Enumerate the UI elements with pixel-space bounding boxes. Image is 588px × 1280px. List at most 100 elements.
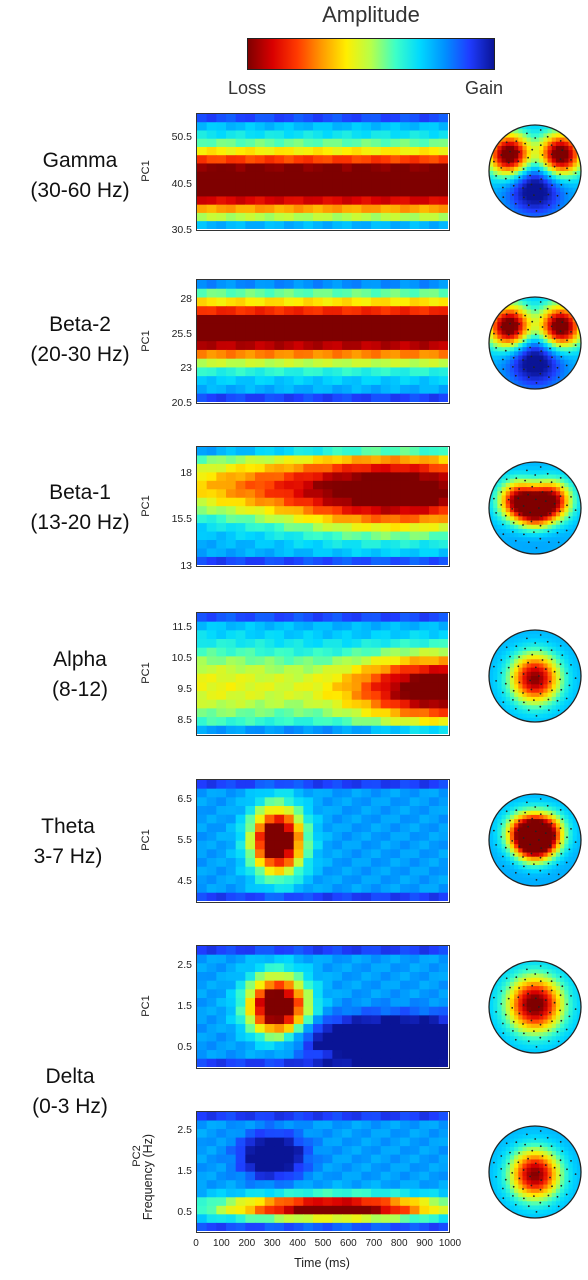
heatmap-cell (371, 884, 382, 894)
electrode-dot (500, 326, 503, 328)
topomap-cell (535, 823, 540, 828)
heatmap-cell (284, 367, 295, 377)
heatmap-cell (351, 489, 362, 499)
y-tick-label: 1.5 (177, 1000, 192, 1012)
heatmap-cell (409, 989, 420, 999)
heatmap-cell (293, 447, 304, 457)
topomap-cell (555, 359, 561, 365)
heatmap-cell (400, 954, 411, 964)
topomap-cell (522, 175, 528, 180)
heatmap-cell (429, 480, 440, 490)
heatmap-cell (245, 138, 256, 148)
topomap-cell (543, 495, 549, 501)
topomap-cell (576, 474, 581, 480)
heatmap-cell (361, 155, 372, 165)
heatmap-cell (400, 497, 411, 507)
heatmap-cell (216, 665, 227, 675)
topomap-cell (572, 487, 578, 492)
heatmap-cell (226, 146, 237, 156)
heatmap-cell (351, 832, 362, 842)
heatmap-cell (255, 212, 266, 222)
heatmap-cell (429, 297, 440, 307)
heatmap-cell (216, 1058, 227, 1068)
electrode-dot (505, 478, 508, 481)
heatmap-cell (245, 489, 256, 499)
topomap-cell (543, 520, 549, 526)
heatmap-cell (264, 204, 275, 214)
topomap-cell (560, 646, 565, 652)
heatmap-cell (293, 122, 304, 132)
heatmap-cell (216, 1205, 227, 1215)
heatmap-cell (206, 963, 217, 973)
topomap-cell (501, 330, 507, 336)
topomap-cell (526, 355, 532, 361)
topomap-cell (509, 204, 515, 210)
topomap-cell (560, 503, 565, 509)
heatmap-cell (429, 673, 440, 683)
topomap-cell (526, 482, 532, 488)
heatmap-cell (332, 884, 343, 894)
topomap-cell (564, 487, 569, 492)
heatmap-cell (419, 384, 430, 395)
topomap-cell (539, 334, 544, 340)
heatmap-cell (284, 163, 295, 173)
topomap-cell (539, 638, 544, 644)
heatmap-cell (438, 1112, 449, 1122)
heatmap-cell (274, 946, 285, 956)
heatmap-cell (351, 656, 362, 666)
topomap-cell (509, 351, 515, 357)
colorbar (247, 38, 495, 70)
heatmap-cell (255, 1024, 266, 1034)
heatmap-cell (245, 179, 256, 189)
heatmap-cell (274, 656, 285, 666)
heatmap-cell (409, 780, 420, 790)
electrode-dot (523, 368, 525, 371)
heatmap-cell (351, 699, 362, 709)
topomap-cell (555, 187, 561, 193)
topomap-cell (564, 482, 569, 488)
topomap-cell (547, 338, 553, 344)
topomap-cell (514, 145, 519, 151)
heatmap-cell (322, 489, 333, 499)
topomap-cell (493, 503, 498, 509)
topomap-cell (514, 368, 519, 373)
heatmap-cell (284, 858, 295, 868)
topomap-cell (497, 823, 503, 828)
topomap-cell (539, 297, 544, 302)
heatmap-cell (264, 1129, 275, 1139)
heatmap-cell (197, 556, 208, 566)
topomap-cell (522, 630, 528, 635)
topomap-cell (551, 204, 557, 210)
heatmap-cell (226, 297, 237, 307)
topomap-cell (530, 179, 536, 185)
heatmap-cell (400, 349, 411, 360)
topomap-cell (568, 343, 574, 348)
heatmap-cell (274, 130, 285, 140)
topomap-cell (547, 191, 553, 197)
topomap-cell (526, 359, 532, 365)
heatmap-cell (390, 179, 401, 189)
topomap-cell (509, 491, 515, 496)
topomap-cell (568, 659, 574, 664)
heatmap-cell (409, 472, 420, 482)
topomap-cell (501, 688, 507, 694)
heatmap-cell (361, 341, 372, 351)
topomap-cell (535, 482, 540, 488)
heatmap-cell (322, 358, 333, 369)
topomap-cell (555, 462, 561, 467)
heatmap-cell (293, 212, 304, 222)
heatmap-cell (361, 797, 372, 807)
heatmap-cell (361, 780, 372, 790)
heatmap-cell (332, 323, 343, 334)
heatmap-cell (197, 780, 208, 790)
electrode-dot (560, 355, 563, 358)
heatmap-cell (264, 221, 275, 230)
topomap-cell (505, 305, 511, 311)
heatmap-cell (264, 630, 275, 640)
heatmap-cell (245, 892, 256, 902)
heatmap-cell (400, 138, 411, 148)
heatmap-cell (216, 349, 227, 360)
heatmap-cell (390, 954, 401, 964)
heatmap-cell (303, 989, 314, 999)
heatmap-cell (342, 972, 353, 982)
